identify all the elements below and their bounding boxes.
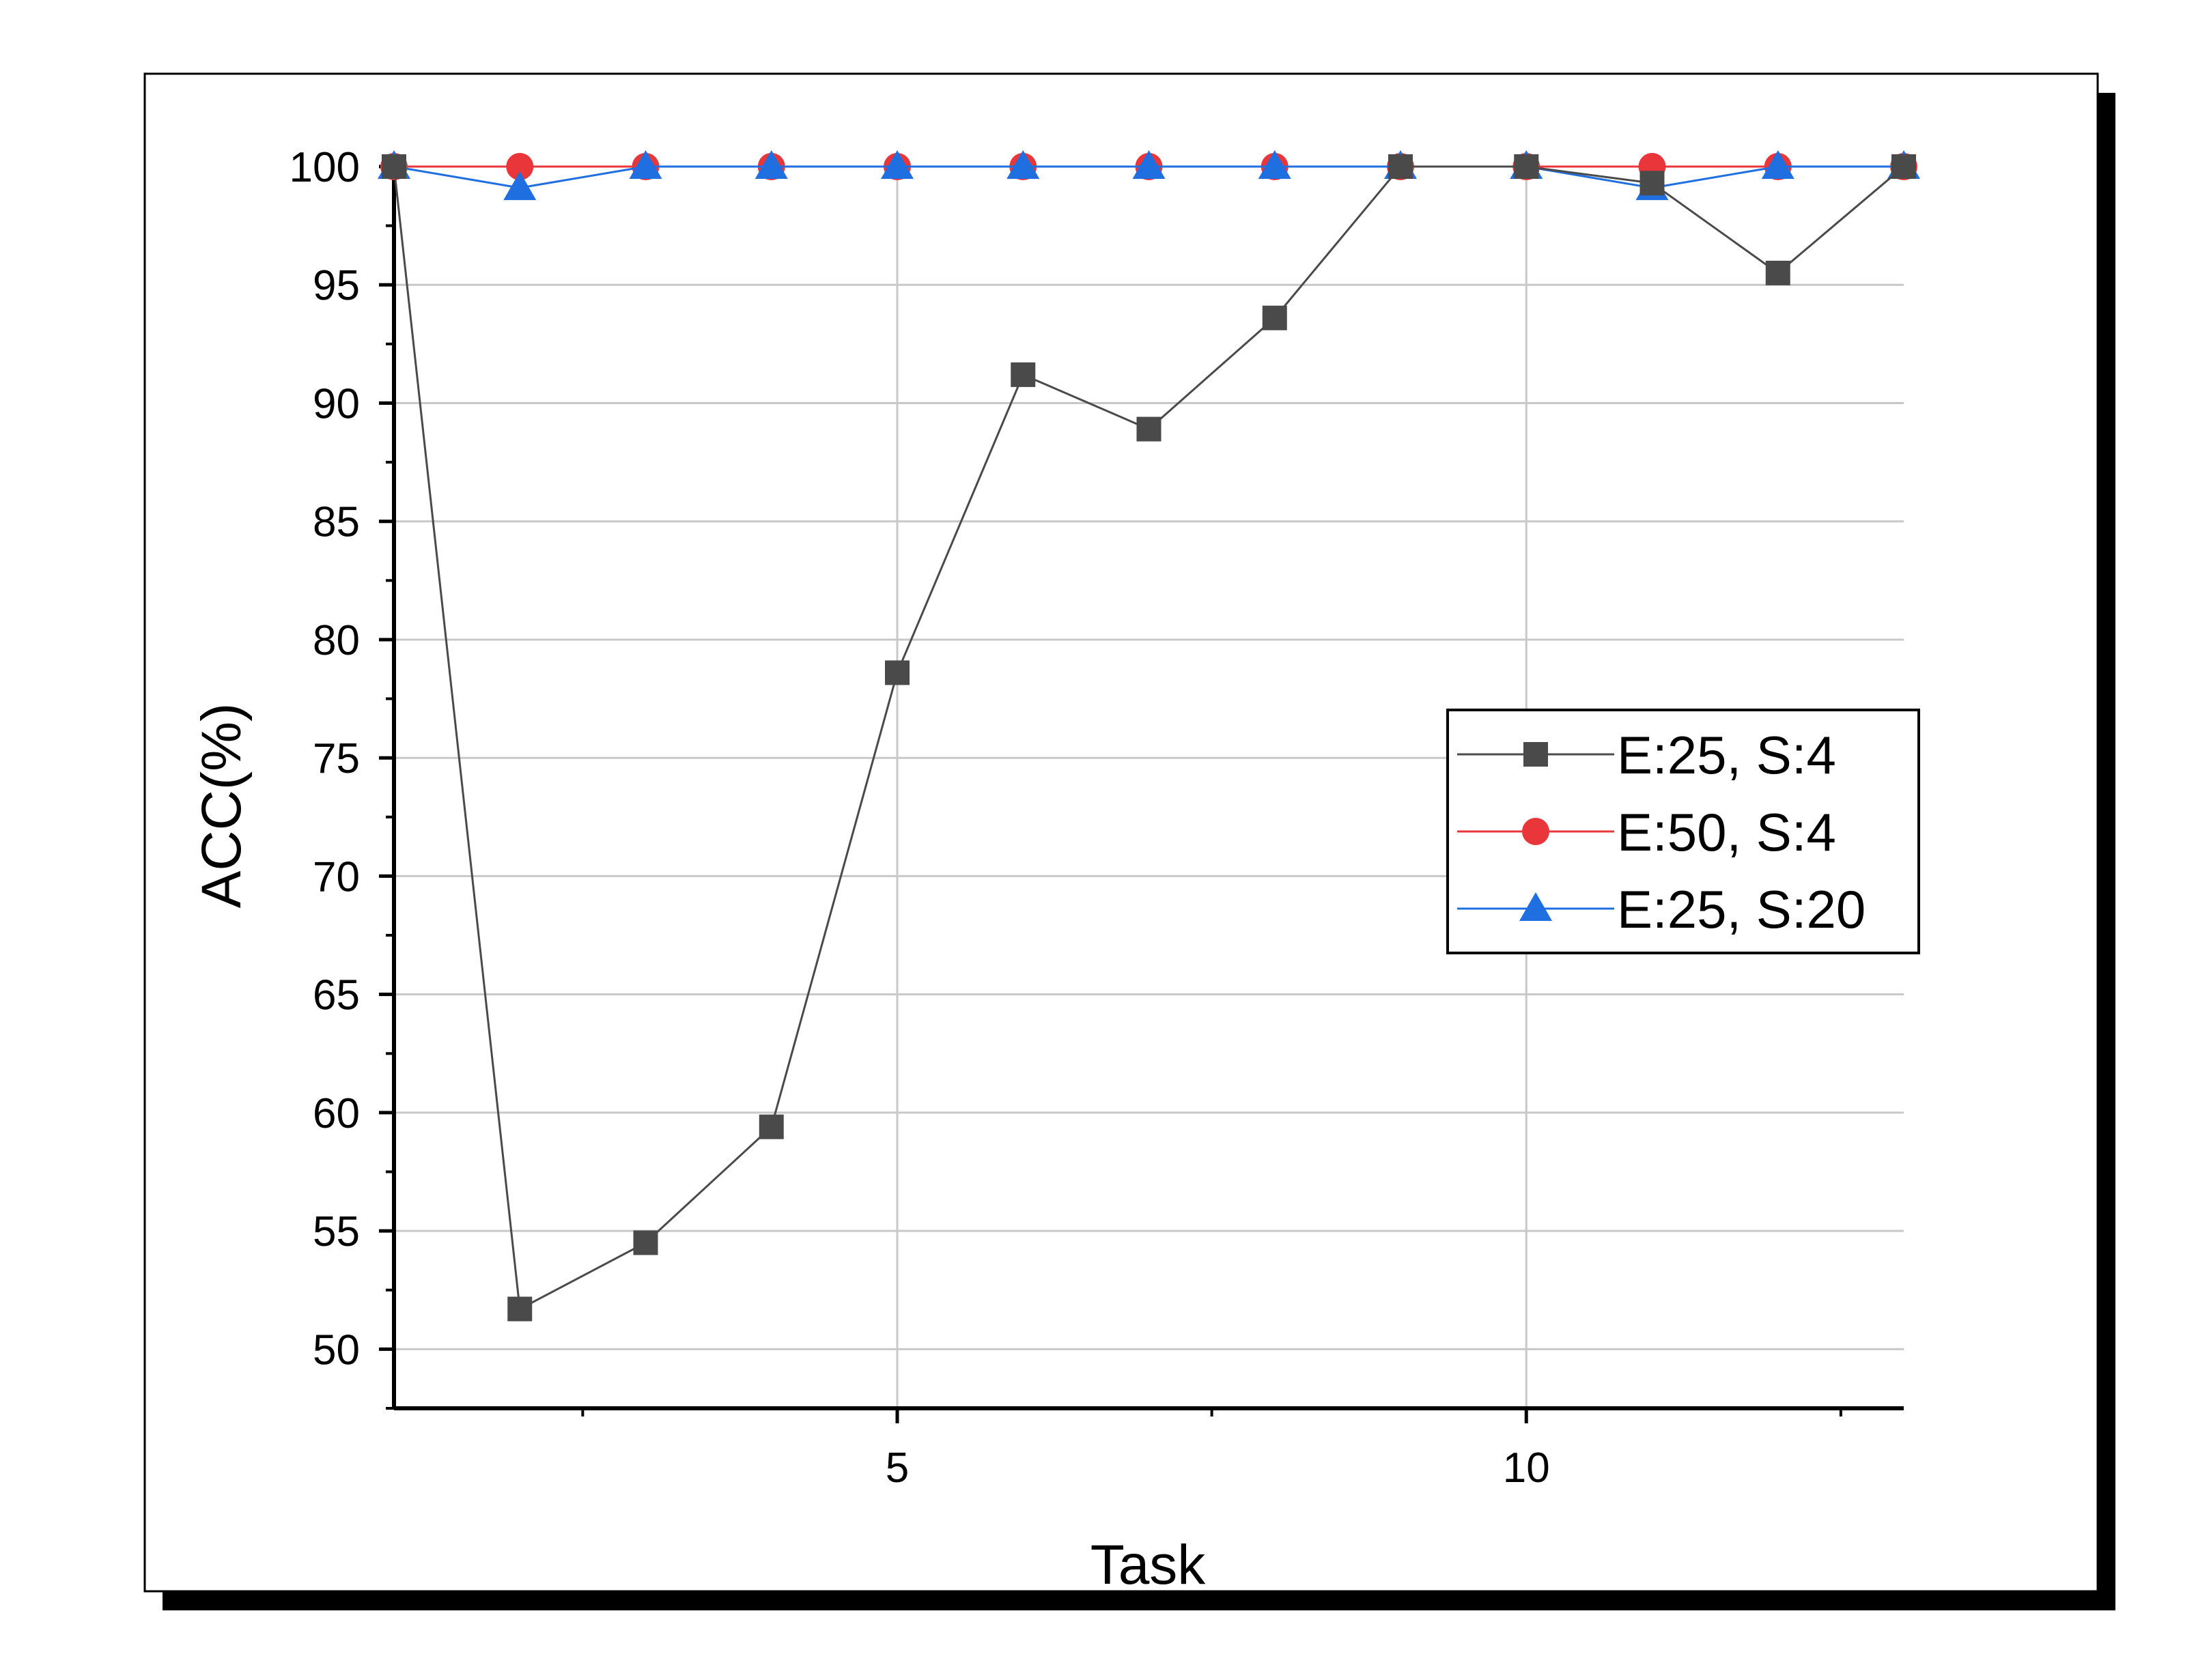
data-point	[1639, 171, 1665, 196]
data-point	[755, 150, 788, 179]
data-point	[1006, 150, 1040, 179]
data-point	[1258, 150, 1291, 179]
data-point	[1136, 416, 1162, 442]
data-point	[1891, 154, 1916, 179]
data-point	[1765, 260, 1790, 285]
data-point	[506, 153, 534, 180]
x-tick-label: 10	[1503, 1444, 1550, 1492]
legend-label: E:25, S:4	[1617, 725, 1836, 785]
data-point	[629, 150, 662, 179]
y-tick-label: 70	[313, 853, 360, 900]
data-point	[1011, 362, 1036, 387]
legend-label: E:50, S:4	[1617, 802, 1836, 862]
legend: E:25, S:4 E:50, S:4 E:25, S:20	[1446, 709, 1920, 954]
data-point	[759, 1114, 784, 1139]
data-point	[1262, 305, 1287, 330]
legend-marker	[1523, 742, 1548, 767]
data-point	[503, 171, 537, 201]
y-tick-label: 60	[313, 1090, 360, 1137]
y-tick-label: 55	[313, 1208, 360, 1255]
legend-label: E:25, S:20	[1617, 879, 1866, 939]
legend-marker	[1519, 892, 1552, 921]
data-point	[507, 1296, 533, 1322]
series-layer	[378, 150, 1920, 1322]
data-point	[633, 1230, 658, 1255]
tick-labels: 50 55 60 65 70 75 80 85 90 95 100 5 10	[290, 144, 1550, 1492]
data-point	[1514, 154, 1539, 179]
y-tick-label: 75	[313, 735, 360, 782]
data-point	[1761, 150, 1794, 179]
y-tick-label: 90	[313, 380, 360, 427]
y-tick-label: 65	[313, 972, 360, 1019]
data-point	[1388, 154, 1413, 179]
y-tick-label: 80	[313, 617, 360, 664]
series-group	[382, 154, 1916, 1322]
y-tick-label: 100	[290, 144, 360, 191]
x-tick-label: 5	[886, 1444, 909, 1492]
legend-entry: E:25, S:20	[1457, 879, 1866, 939]
y-tick-label: 50	[313, 1326, 360, 1373]
legend-entry: E:25, S:4	[1457, 725, 1836, 785]
y-axis-title: ACC(%)	[191, 703, 253, 909]
data-point	[1132, 150, 1166, 179]
data-point	[881, 150, 914, 179]
data-point	[382, 154, 406, 179]
data-point	[885, 660, 910, 685]
legend-entry: E:50, S:4	[1457, 802, 1836, 862]
x-axis-title: Task	[1090, 1534, 1207, 1596]
legend-marker	[1522, 818, 1549, 845]
axes	[379, 160, 1904, 1423]
y-tick-label: 95	[313, 262, 360, 309]
y-tick-label: 85	[313, 499, 360, 546]
